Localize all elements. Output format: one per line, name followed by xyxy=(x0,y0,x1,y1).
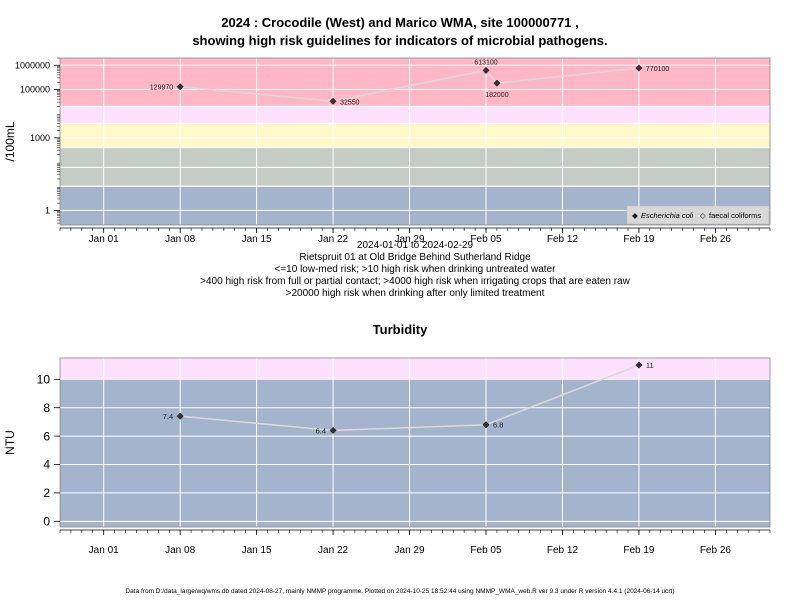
x-tick-label: Jan 01 xyxy=(89,234,119,245)
y-axis-label: NTU xyxy=(3,430,17,455)
x-tick-label: Feb 26 xyxy=(700,545,732,556)
y-tick-label: 100000 xyxy=(20,85,50,95)
plot-frame xyxy=(59,357,771,528)
y-tick-label: 2 xyxy=(43,486,50,500)
data-point xyxy=(482,66,490,74)
guideline-text-1: <=10 low-med risk; >10 high risk when dr… xyxy=(274,264,556,275)
risk-band-4 xyxy=(60,123,770,148)
x-tick-label: Feb 19 xyxy=(623,234,655,245)
turbidity-title: Turbidity xyxy=(372,322,428,337)
legend-marker: ◇ xyxy=(700,211,706,220)
x-tick-label: Feb 26 xyxy=(700,234,732,245)
data-point xyxy=(635,361,643,369)
x-tick-label: Jan 22 xyxy=(318,234,348,245)
data-label: 32550 xyxy=(340,99,360,106)
x-tick-label: Feb 05 xyxy=(470,234,502,245)
legend-marker: ◆ xyxy=(632,211,638,220)
y-tick-label: 1000 xyxy=(30,133,50,143)
y-tick-label: 10 xyxy=(37,373,51,387)
y-tick-label: 4 xyxy=(43,458,50,472)
chart-title-line1: 2024 : Crocodile (West) and Marico WMA, … xyxy=(221,15,579,30)
site-name-text: Rietspruit 01 at Old Bridge Behind Suthe… xyxy=(299,252,531,263)
y-tick-label: 1000000 xyxy=(15,60,50,70)
legend-box xyxy=(626,205,770,225)
data-label: 770100 xyxy=(646,66,669,73)
y-tick-label: 8 xyxy=(43,401,50,415)
y-tick-label: 0 xyxy=(43,515,50,529)
chart-panel-2: Jan 01 Jan 08 Jan 15 Jan 22 Jan 29 Feb 05 Feb … xyxy=(3,357,771,556)
footer-note: Data from D:/data_large/wq/wms.db dated … xyxy=(125,588,675,595)
x-tick-label: Feb 12 xyxy=(547,234,579,245)
x-tick-label: Jan 08 xyxy=(165,545,195,556)
x-tick-label: Feb 05 xyxy=(470,545,502,556)
chart-subtitle-block: 2024-01-01 to 2024-02-29 Rietspruit 01 a… xyxy=(60,240,770,300)
data-label: 11 xyxy=(646,361,654,370)
data-point xyxy=(493,79,501,87)
y-tick-label: 6 xyxy=(43,429,50,443)
x-tick-label: Jan 29 xyxy=(395,234,425,245)
risk-band-5 xyxy=(60,106,770,124)
risk-band-2 xyxy=(60,358,770,380)
x-tick-label: Jan 01 xyxy=(89,545,119,556)
data-point xyxy=(482,421,490,429)
risk-band-3 xyxy=(60,147,770,168)
risk-band-6 xyxy=(60,58,770,107)
data-point xyxy=(329,97,337,105)
y-axis-label: /100mL xyxy=(3,121,17,161)
data-label: 129970 xyxy=(150,85,173,92)
data-label: 7.4 xyxy=(163,412,173,421)
x-tick-label: Jan 08 xyxy=(165,234,195,245)
chart-panel-1: Jan 01 Jan 08 Jan 15 Jan 22 Jan 29 Feb 05 Feb … xyxy=(3,57,771,245)
guideline-text-2: >400 high risk from full or partial cont… xyxy=(200,276,630,287)
data-label: 6.8 xyxy=(493,421,503,430)
x-tick-label: Jan 22 xyxy=(318,545,348,556)
chart-legend: ◆ Escherichia coli ◇ faecal coliforms xyxy=(626,205,770,225)
data-label: 613100 xyxy=(474,59,497,66)
series-line xyxy=(180,364,640,432)
legend-entry-label: faecal coliforms xyxy=(709,211,761,220)
risk-band-1 xyxy=(60,379,770,527)
x-tick-label: Feb 12 xyxy=(547,545,579,556)
risk-band-2 xyxy=(60,167,770,187)
data-label: 182000 xyxy=(485,92,508,99)
data-label: 6.4 xyxy=(316,426,326,435)
data-point xyxy=(329,426,337,434)
x-tick-label: Jan 15 xyxy=(242,234,272,245)
data-point xyxy=(176,412,184,420)
legend-entry-label: Escherichia coli xyxy=(641,211,693,220)
x-tick-label: Feb 19 xyxy=(623,545,655,556)
date-range-text: 2024-01-01 to 2024-02-29 xyxy=(356,240,474,251)
chart-title-line2: showing high risk guidelines for indicat… xyxy=(192,33,608,48)
x-tick-label: Jan 15 xyxy=(242,545,272,556)
data-point xyxy=(176,83,184,91)
data-point xyxy=(635,64,643,72)
guideline-text-3: >20000 high risk when drinking after onl… xyxy=(285,288,545,299)
x-tick-label: Jan 29 xyxy=(395,545,425,556)
chart-title: 2024 : Crocodile (West) and Marico WMA, … xyxy=(0,14,800,50)
y-tick-label: 1 xyxy=(45,206,50,216)
